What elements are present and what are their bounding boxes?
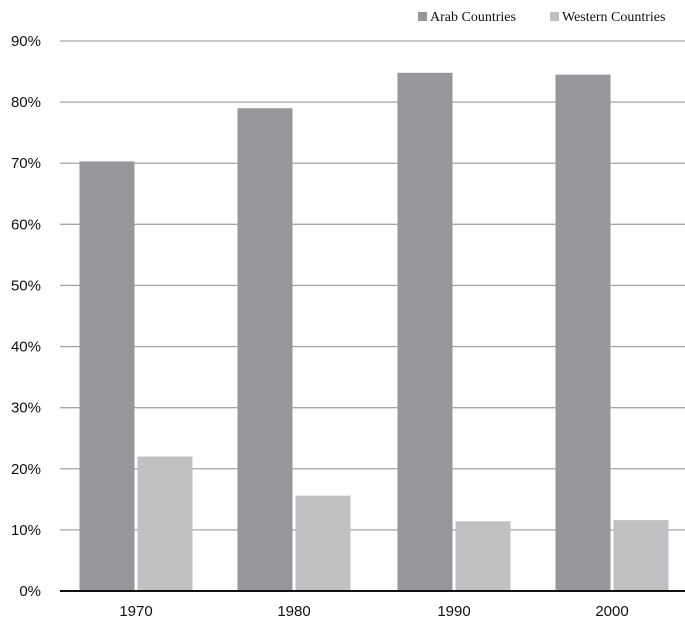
y-tick-label: 60% — [11, 216, 41, 233]
legend: Arab Countries Western Countries — [418, 10, 665, 25]
y-tick-label: 20% — [11, 461, 41, 478]
x-tick-label: 2000 — [595, 603, 628, 620]
y-axis-tick-labels: 0% 10% 20% 30% 40% 50% 60% 70% 80% 90% — [11, 33, 41, 600]
y-tick-label: 90% — [11, 33, 41, 50]
x-axis-tick-labels: 1970 1980 1990 2000 — [119, 603, 628, 620]
y-tick-label: 10% — [11, 522, 41, 539]
bar-western-2000 — [613, 520, 669, 591]
legend-label-arab: Arab Countries — [430, 10, 516, 25]
bar-arab-2000 — [555, 74, 611, 592]
y-tick-label: 70% — [11, 155, 41, 172]
y-tick-label: 30% — [11, 400, 41, 417]
bar-arab-1990 — [397, 72, 453, 592]
legend-label-western: Western Countries — [562, 10, 665, 25]
bar-western-1970 — [137, 456, 193, 591]
bars — [79, 72, 669, 592]
bar-arab-1980 — [237, 108, 293, 591]
x-tick-label: 1990 — [437, 603, 470, 620]
bar-western-1980 — [295, 495, 351, 591]
legend-swatch-western — [550, 12, 559, 21]
bar-western-1990 — [455, 521, 511, 591]
y-tick-label: 0% — [19, 583, 41, 600]
x-tick-label: 1980 — [277, 603, 310, 620]
bar-arab-1970 — [79, 161, 135, 591]
y-tick-label: 50% — [11, 277, 41, 294]
legend-swatch-arab — [418, 12, 427, 21]
x-tick-label: 1970 — [119, 603, 152, 620]
y-tick-label: 80% — [11, 94, 41, 111]
y-tick-label: 40% — [11, 339, 41, 356]
